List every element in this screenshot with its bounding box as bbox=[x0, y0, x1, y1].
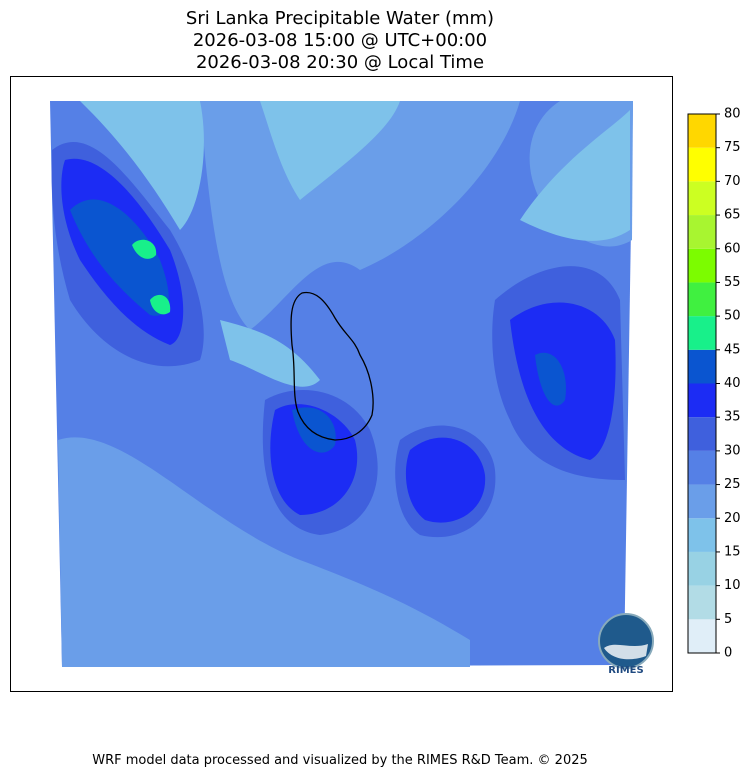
colorbar-bin bbox=[688, 585, 716, 620]
colorbar-tick-label: 25 bbox=[724, 477, 741, 492]
field-region bbox=[520, 110, 630, 241]
field-region bbox=[405, 437, 486, 523]
colorbar-bin bbox=[688, 215, 716, 249]
colorbar-bin bbox=[688, 349, 716, 384]
colorbar-tick-label: 70 bbox=[724, 174, 741, 189]
field-region bbox=[70, 199, 169, 316]
logo: RIMES bbox=[598, 613, 654, 676]
colorbar-bin bbox=[688, 518, 716, 552]
colorbar-tick-label: 0 bbox=[724, 646, 732, 661]
colorbar-tick-label: 35 bbox=[724, 410, 741, 425]
field-region bbox=[150, 294, 171, 315]
field-region bbox=[292, 407, 336, 453]
map-field bbox=[50, 101, 633, 667]
title: Sri Lanka Precipitable Water (mm) bbox=[186, 8, 494, 29]
colorbar-bin bbox=[688, 484, 716, 519]
colorbar-bin bbox=[688, 147, 716, 182]
colorbar-tick-label: 55 bbox=[724, 275, 741, 290]
field-region bbox=[220, 320, 320, 387]
field-region bbox=[535, 352, 566, 406]
field-region bbox=[270, 404, 358, 515]
colorbar-tick-label: 50 bbox=[724, 309, 741, 324]
colorbar-bin bbox=[688, 282, 716, 317]
colorbar-tick-label: 45 bbox=[724, 342, 741, 357]
colorbar-tick-label: 75 bbox=[724, 140, 741, 155]
colorbar-bin bbox=[688, 383, 716, 418]
field-region bbox=[132, 239, 157, 259]
colorbar-tick-label: 80 bbox=[724, 107, 741, 122]
colorbar-tick-label: 10 bbox=[724, 578, 741, 593]
field-region bbox=[80, 101, 204, 230]
colorbar-tick-label: 65 bbox=[724, 208, 741, 223]
field-region bbox=[260, 101, 400, 200]
logo-text: RIMES bbox=[608, 665, 643, 676]
colorbar-bin bbox=[688, 114, 716, 148]
colorbar-tick-label: 30 bbox=[724, 443, 741, 458]
colorbar: 0 5 10 15 20 25 30 35 40 45 50 55 60 65 70 75 80 bbox=[687, 107, 741, 661]
title: 2026-03-08 15:00 @ UTC+00:00 bbox=[193, 30, 487, 51]
colorbar-tick-label: 5 bbox=[724, 612, 732, 627]
colorbar-bin bbox=[688, 316, 716, 350]
colorbar-tick-label: 40 bbox=[724, 376, 741, 391]
title: 2026-03-08 20:30 @ Local Time bbox=[196, 52, 484, 73]
footer: WRF model data processed and visualized … bbox=[92, 753, 588, 768]
colorbar-bin bbox=[688, 551, 716, 586]
colorbar-tick-label: 20 bbox=[724, 511, 741, 526]
colorbar-bin bbox=[688, 619, 716, 653]
colorbar-tick-label: 60 bbox=[724, 241, 741, 256]
colorbar-tick-label: 15 bbox=[724, 544, 741, 559]
field-region bbox=[58, 437, 470, 667]
colorbar-bin bbox=[688, 450, 716, 485]
colorbar-bin bbox=[688, 181, 716, 216]
colorbar-bin bbox=[688, 248, 716, 283]
colorbar-bin bbox=[688, 417, 716, 451]
sri-lanka-outline bbox=[290, 291, 374, 441]
